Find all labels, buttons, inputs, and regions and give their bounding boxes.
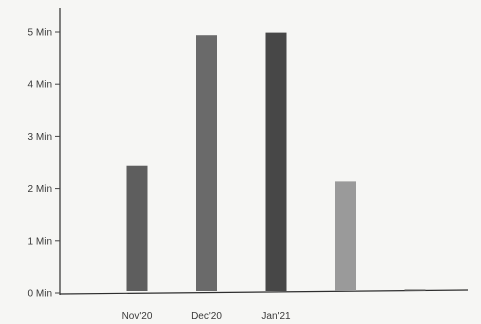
bar — [335, 181, 356, 291]
y-tick-label: 5 Min — [28, 28, 52, 39]
x-tick-label: Nov'20 — [122, 311, 153, 322]
x-tick-label: Jan'21 — [261, 311, 291, 322]
y-tick-label: 3 Min — [28, 132, 52, 143]
x-tick-label: Dec'20 — [191, 311, 222, 322]
bar — [404, 289, 426, 291]
x-axis — [59, 289, 469, 295]
bar — [265, 32, 287, 292]
y-tick-label: 2 Min — [28, 184, 52, 195]
y-tick-label: 1 Min — [28, 236, 52, 247]
y-tick-label: 0 Min — [28, 289, 52, 300]
bars — [126, 32, 426, 292]
bar — [196, 35, 217, 291]
y-tick-label: 4 Min — [28, 80, 52, 91]
x-tick-labels: Nov'20 Dec'20 Jan'21 — [122, 311, 291, 322]
y-axis: 0 Min 1 Min 2 Min 3 Min 4 Min 5 Min — [28, 8, 61, 300]
bar — [126, 165, 148, 291]
x-axis-line — [59, 289, 469, 295]
